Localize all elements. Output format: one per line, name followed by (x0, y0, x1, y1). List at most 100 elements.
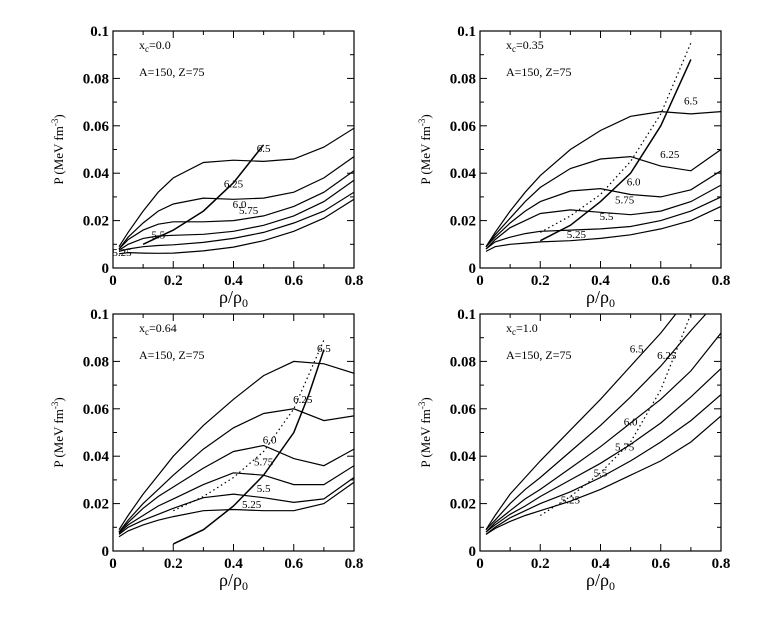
x-tick-label: 0.4 (224, 273, 243, 289)
curve-label: 5.5 (600, 211, 614, 223)
y-tick-label: 0.1 (457, 307, 476, 323)
temperature-curve (118, 477, 354, 535)
x-tick-label: 0.2 (531, 273, 550, 289)
curve-label: 5.5 (594, 467, 608, 479)
y-tick-label: 0.1 (90, 24, 109, 40)
y-tick-label: 0.02 (83, 214, 109, 230)
y-tick-label: 0.1 (90, 307, 109, 323)
x-tick-label: 0.4 (224, 556, 243, 572)
temperature-curve (485, 110, 721, 248)
y-axis-label: P (MeV fm-3) (50, 397, 66, 467)
x-tick-label: 0.4 (591, 556, 610, 572)
curve-label: 6.25 (224, 178, 244, 190)
y-tick-label: 0 (469, 261, 477, 277)
plot-area (118, 127, 354, 255)
curve-label: 5.75 (615, 195, 635, 207)
y-tick-label: 0.04 (83, 449, 110, 465)
temperature-curve (118, 408, 354, 533)
y-tick-label: 0.04 (83, 166, 110, 182)
y-tick-label: 0.06 (450, 402, 477, 418)
y-tick-label: 0.04 (450, 166, 477, 182)
x-axis-label: ρ/ρ0 (586, 287, 615, 310)
curve-label: 5.25 (561, 495, 581, 507)
temperature-curve (118, 360, 354, 531)
x-tick-label: 0.6 (651, 556, 670, 572)
nucleus-annotation: A=150, Z=75 (139, 348, 205, 362)
curve-label: 6.0 (233, 199, 247, 211)
plot-area (118, 339, 354, 545)
curve-label: 6.0 (624, 416, 638, 428)
temperature-curve (118, 465, 354, 534)
curve-label: 6.5 (257, 143, 271, 155)
temperature-curve (118, 127, 354, 248)
x-tick-label: 0.6 (284, 273, 303, 289)
panel-xc-1.0: 0 0.2 0.4 0.6 0.8 0 0.02 0.04 0.06 0.08 0.1 ρ/ρ0 P (… (417, 307, 730, 593)
y-tick-label: 0.02 (450, 214, 476, 230)
temperature-curve (118, 170, 354, 250)
curve-label: 6.25 (660, 149, 680, 161)
spinodal-boundary-line (142, 144, 265, 245)
x-tick-label: 0.8 (712, 556, 731, 572)
x-tick-label: 0 (109, 556, 117, 572)
spinodal-boundary-line (172, 349, 325, 545)
x-tick-label: 0.6 (284, 556, 303, 572)
temperature-curve (485, 368, 721, 533)
temperature-curve (118, 156, 354, 250)
xc-annotation: xc=0.0 (139, 38, 171, 54)
x-tick-label: 0.8 (712, 273, 731, 289)
y-tick-label: 0.06 (450, 119, 477, 135)
y-tick-label: 0.02 (450, 497, 476, 513)
x-tick-label: 0 (476, 556, 484, 572)
xc-annotation: xc=0.64 (139, 321, 177, 337)
x-tick-label: 0.8 (345, 556, 364, 572)
curve-label: 6.5 (684, 95, 698, 107)
temperature-curve (485, 394, 721, 535)
spinodal-boundary-line (539, 59, 692, 242)
y-axis-label: P (MeV fm-3) (417, 397, 433, 467)
temperature-curve (485, 196, 721, 250)
y-tick-label: 0 (102, 544, 110, 560)
temperature-curve (118, 444, 354, 533)
x-tick-label: 0 (476, 273, 484, 289)
x-tick-label: 0.8 (345, 273, 364, 289)
y-tick-label: 0.06 (83, 402, 110, 418)
curve-label: 6.5 (630, 343, 644, 355)
y-tick-label: 0.02 (83, 497, 109, 513)
plot-area (485, 314, 721, 535)
temperature-curve (485, 332, 721, 533)
y-tick-label: 0.08 (83, 71, 109, 87)
temperature-curve (118, 179, 354, 251)
y-tick-label: 0.06 (83, 119, 110, 135)
temperature-curve (485, 205, 721, 252)
curve-label: 6.0 (627, 176, 641, 188)
curve-label: 5.25 (242, 499, 262, 511)
y-tick-label: 0 (102, 261, 110, 277)
x-tick-label: 0.2 (531, 556, 550, 572)
temperature-curve (485, 184, 721, 250)
curve-label: 5.5 (257, 483, 271, 495)
y-tick-label: 0.1 (457, 24, 476, 40)
temperature-curve (485, 415, 721, 535)
temperature-curve (485, 149, 721, 248)
plot-area (485, 42, 721, 252)
temperature-curve (118, 191, 354, 252)
x-tick-label: 0.2 (164, 273, 183, 289)
curve-label: 6.25 (657, 350, 677, 362)
temperature-curve (485, 314, 677, 531)
curve-label: 6.5 (317, 343, 331, 355)
y-tick-label: 0.08 (83, 354, 109, 370)
temperature-curve (485, 314, 707, 531)
y-tick-label: 0.04 (450, 449, 477, 465)
xc-annotation: xc=1.0 (506, 321, 538, 337)
nucleus-annotation: A=150, Z=75 (506, 348, 572, 362)
curve-label: 5.75 (239, 205, 259, 217)
temperature-curve (118, 198, 354, 255)
y-tick-label: 0.08 (450, 71, 476, 87)
x-tick-label: 0 (109, 273, 117, 289)
curve-label: 5.75 (254, 457, 274, 469)
curve-label: 6.25 (293, 394, 313, 406)
y-tick-label: 0 (469, 544, 477, 560)
coexistence-boundary-line (173, 339, 325, 512)
x-axis-label: ρ/ρ0 (586, 570, 615, 593)
